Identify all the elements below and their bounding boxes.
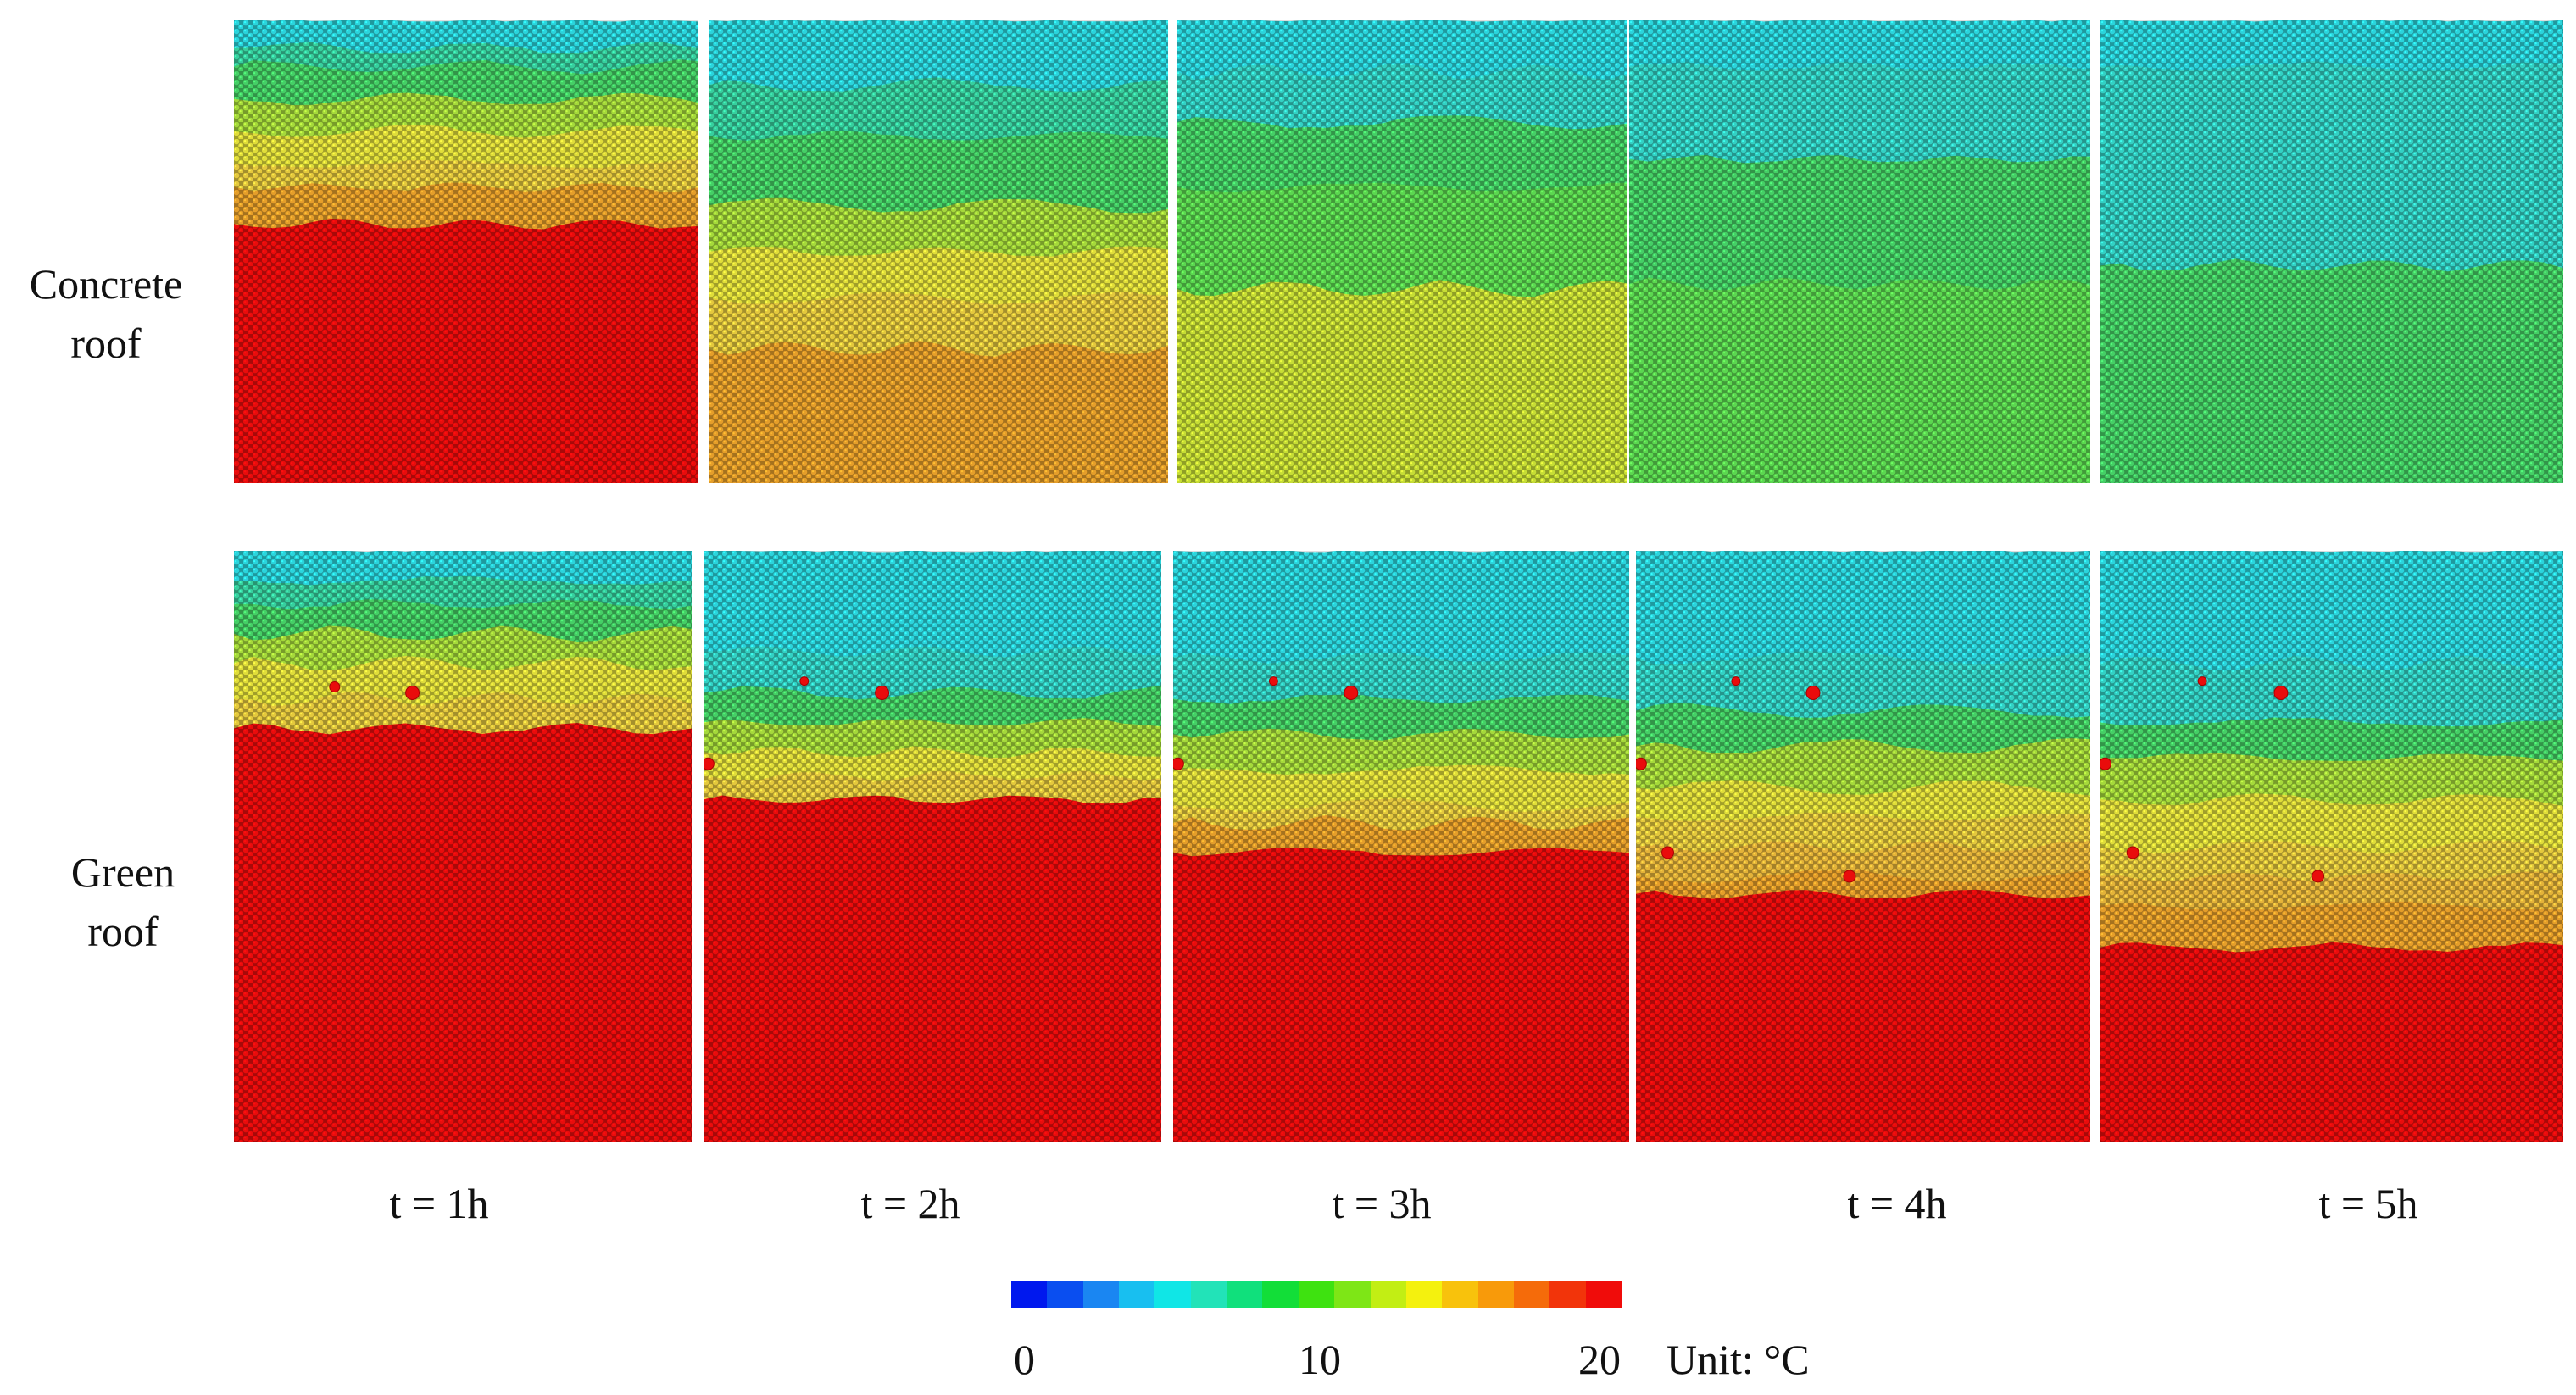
colorbar-swatch [1513,1281,1550,1308]
temperature-band [1173,847,1629,1142]
hot-particle [1636,757,1647,770]
colorbar-swatch [1370,1281,1407,1308]
row-label-concrete-line2: roof [70,320,142,367]
hot-particle [2273,686,2289,700]
temperature-band [1636,889,2090,1142]
row-label-concrete: Concrete roof [0,254,212,373]
colorbar-swatch [1585,1281,1622,1308]
panel-green-3h [1173,551,1629,1142]
row-label-green-line1: Green [70,848,175,896]
colorbar-tick-0: 0 [1014,1336,1035,1383]
colorbar-swatch [1190,1281,1227,1308]
temperature-band [2100,942,2563,1142]
panel-concrete-2h [709,20,1168,483]
hot-particle [1344,686,1359,700]
row-label-green-line2: roof [87,908,159,955]
colorbar-swatch [1047,1281,1084,1308]
hot-particle [1805,686,1821,700]
time-label-2h: t = 2h [860,1180,960,1227]
hot-particle [1661,846,1674,859]
hot-particle [704,757,715,770]
temperature-band [704,795,1161,1142]
row-label-concrete-line1: Concrete [29,260,183,308]
colorbar-swatch [1082,1281,1120,1308]
panel-concrete-5h [2100,20,2563,483]
colorbar-tick-20: 20 [1578,1336,1621,1383]
time-label-1h: t = 1h [389,1180,489,1227]
time-label-5h: t = 5h [2318,1180,2418,1227]
temperature-band [709,341,1168,483]
temperature-band [2100,258,2563,483]
hot-particle [329,681,341,692]
panel-green-2h [704,551,1161,1142]
colorbar-unit-label: Unit: °C [1666,1336,1810,1383]
colorbar-swatch [1442,1281,1479,1308]
colorbar-swatch [1334,1281,1371,1308]
colorbar-swatch [1119,1281,1155,1308]
colorbar-swatch [1549,1281,1587,1308]
hot-particle [405,686,420,700]
colorbar-swatch [1262,1281,1299,1308]
colorbar-swatch [1154,1281,1192,1308]
colorbar-swatch [1405,1281,1443,1308]
panel-concrete-3h [1177,20,1627,483]
panel-concrete-4h [1629,20,2090,483]
colorbar-swatch [1477,1281,1515,1308]
temperature-band [234,723,692,1142]
hot-particle [2100,757,2111,770]
temperature-band [1177,280,1627,483]
temperature-band [234,219,698,483]
colorbar-swatch [1298,1281,1335,1308]
time-label-4h: t = 4h [1847,1180,1947,1227]
colorbar-swatch [1227,1281,1264,1308]
panel-green-1h [234,551,692,1142]
time-label-3h: t = 3h [1332,1180,1432,1227]
colorbar-swatch [1011,1281,1048,1308]
hot-particle [1173,757,1184,770]
panel-concrete-1h [234,20,698,483]
panel-green-4h [1636,551,2090,1142]
panel-green-5h [2100,551,2563,1142]
hot-particle [799,676,810,686]
row-label-green: Green roof [17,842,229,961]
temperature-band [1629,277,2090,483]
hot-particle [1268,676,1278,686]
hot-particle [1731,676,1741,686]
colorbar-tick-10: 10 [1299,1336,1341,1383]
hot-particle [875,686,890,700]
hot-particle [2197,676,2207,686]
hot-particle [2126,846,2139,859]
hot-particle [1843,870,1856,883]
hot-particle [2312,870,2325,883]
